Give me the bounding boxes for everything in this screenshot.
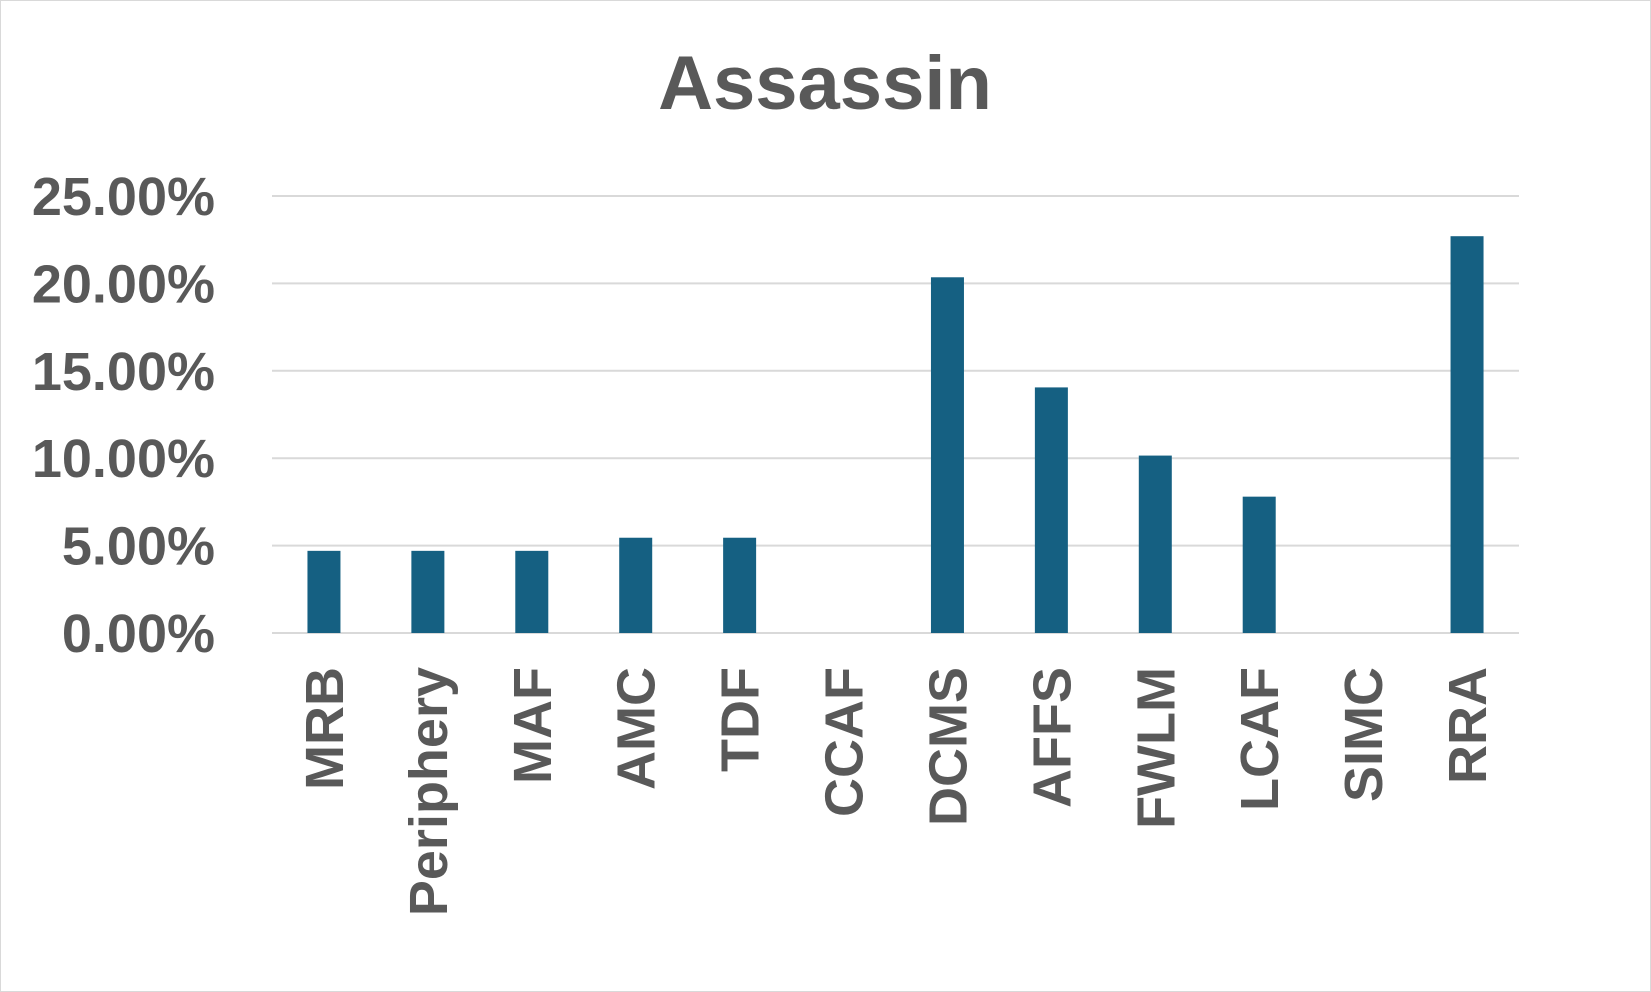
x-axis-categories: MRB Periphery MAF AMC TDF CCAF DCMS AFFS FWLM LCA… xyxy=(295,667,1498,916)
bar-fwlm xyxy=(1138,455,1172,633)
x-category-label-amc: AMC xyxy=(607,667,667,790)
bar-lcaf xyxy=(1242,496,1276,633)
x-category-label-mrb: MRB xyxy=(295,667,355,790)
x-category-label-ccaf: CCAF xyxy=(815,667,875,817)
x-category-label-maf: MAF xyxy=(503,667,563,784)
bar-periphery xyxy=(411,550,445,633)
x-category-label-lcaf: LCAF xyxy=(1230,667,1290,811)
gridlines xyxy=(272,195,1519,634)
y-tick-label: 25.00% xyxy=(32,167,215,227)
bar-tdf xyxy=(723,537,757,633)
x-category-label-tdf: TDF xyxy=(711,667,771,772)
x-category-label-affs: AFFS xyxy=(1022,667,1082,808)
y-axis-ticks: 0.00% 5.00% 10.00% 15.00% 20.00% 25.00% xyxy=(32,167,215,664)
x-category-label-dcms: DCMS xyxy=(918,667,978,826)
bar-dcms xyxy=(930,277,964,633)
y-tick-label: 20.00% xyxy=(32,254,215,314)
bar-maf xyxy=(515,550,549,633)
x-category-label-rra: RRA xyxy=(1438,667,1498,784)
x-category-label-simc: SIMC xyxy=(1334,667,1394,802)
bar-affs xyxy=(1034,387,1068,633)
y-tick-label: 10.00% xyxy=(32,429,215,489)
x-category-label-periphery: Periphery xyxy=(399,667,459,916)
bar-mrb xyxy=(307,550,341,633)
bar-rra xyxy=(1450,236,1484,634)
x-category-label-fwlm: FWLM xyxy=(1126,667,1186,829)
y-tick-label: 15.00% xyxy=(32,342,215,402)
bar-amc xyxy=(619,537,653,633)
y-tick-label: 0.00% xyxy=(62,604,215,664)
bars xyxy=(307,236,1484,634)
chart-title: Assassin xyxy=(658,41,992,126)
y-tick-label: 5.00% xyxy=(62,517,215,577)
